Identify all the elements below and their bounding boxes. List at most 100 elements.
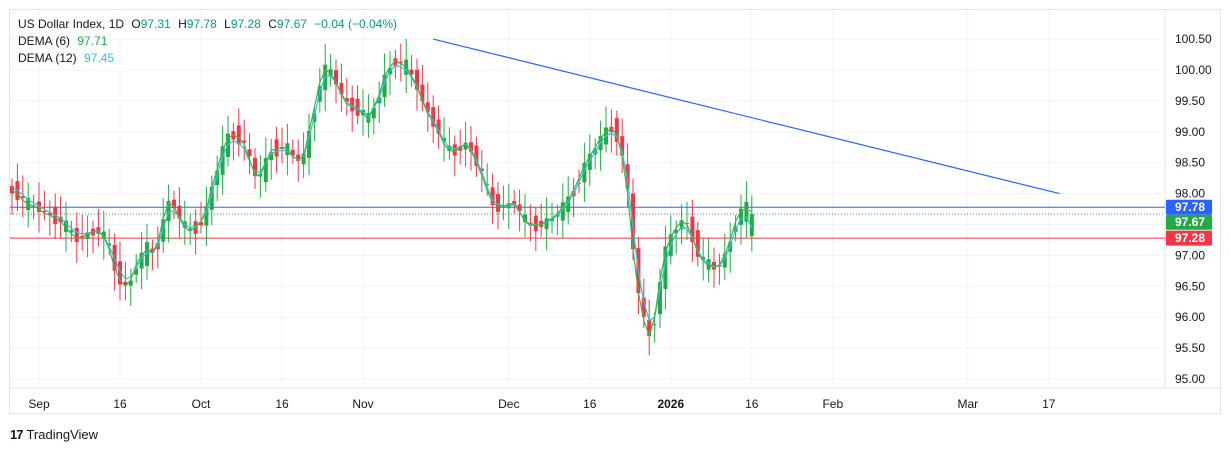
legend-dema12-row[interactable]: DEMA (12) 97.45 [18, 50, 397, 67]
candle-body [37, 201, 41, 212]
y-tick-label: 98.00 [1175, 187, 1205, 201]
tradingview-brand-text: TradingView [26, 427, 99, 442]
candle-body [172, 199, 176, 209]
candle-body [199, 221, 203, 226]
candle-body [209, 186, 214, 210]
candle-body [101, 231, 106, 239]
candle-body [744, 201, 749, 222]
x-tick-label: Dec [498, 397, 519, 411]
candle-body [377, 97, 382, 104]
legend-close-value: 97.67 [276, 17, 307, 31]
price-tag-label: 97.78 [1175, 200, 1205, 214]
candle-body [307, 130, 311, 158]
candle-body [663, 246, 668, 289]
candle-body [85, 232, 90, 239]
candle-body [215, 170, 220, 186]
legend-change: −0.04 (−0.04%) [314, 17, 397, 31]
candle-body [161, 219, 166, 242]
y-tick-label: 95.00 [1175, 372, 1205, 386]
candle-body [339, 82, 344, 95]
x-tick-label: 16 [745, 397, 759, 411]
x-tick-label: 2026 [657, 397, 684, 411]
candle-body [274, 139, 279, 157]
y-tick-label: 97.00 [1175, 248, 1205, 262]
candle-body [685, 222, 689, 224]
candle-body [674, 229, 679, 234]
candle-body [139, 252, 144, 269]
x-tick-label: Feb [822, 397, 843, 411]
candle-body [393, 58, 398, 67]
candle-body [712, 261, 716, 270]
candle-body [118, 261, 122, 285]
legend-symbol[interactable]: US Dollar Index, 1D [18, 17, 125, 31]
x-tick-label: Oct [192, 397, 211, 411]
candle-body [722, 253, 727, 268]
candle-body [479, 168, 484, 172]
candle-body [398, 61, 403, 64]
tradingview-branding[interactable]: 17 TradingView [10, 427, 98, 442]
resistance-trendline [433, 38, 1060, 195]
legend-dema6-value: 97.71 [77, 34, 108, 48]
candle-body [631, 193, 635, 250]
candle-body [739, 208, 743, 225]
candle-body [242, 140, 247, 143]
candle-body [474, 145, 479, 166]
x-tick-label: 16 [113, 397, 127, 411]
candle-body [436, 119, 441, 134]
candle-body [420, 84, 425, 102]
candle-body [749, 213, 754, 237]
candle-body [647, 319, 652, 337]
legend-dema6-row[interactable]: DEMA (6) 97.71 [18, 33, 397, 50]
candle-body [695, 230, 700, 257]
candle-body [128, 280, 133, 286]
candle-body [560, 202, 565, 221]
candle-body [269, 152, 274, 161]
candle-body [431, 107, 436, 127]
candle-body [74, 227, 79, 242]
candle-body [355, 98, 360, 116]
price-tag-badge [1166, 214, 1212, 230]
candle-body [263, 158, 268, 183]
x-tick-label: 16 [583, 397, 597, 411]
legend-low-value: 97.28 [230, 17, 261, 31]
legend-close-label: C [268, 17, 277, 31]
dema6-line [11, 59, 753, 338]
candle-body [447, 145, 452, 152]
candle-body [382, 74, 387, 98]
x-tick-label: 16 [275, 397, 289, 411]
candle-body [64, 220, 68, 232]
candle-body [344, 98, 349, 102]
candle-body [620, 136, 625, 156]
candle-body [625, 164, 630, 189]
candle-body [220, 146, 225, 175]
y-tick-label: 99.00 [1175, 125, 1205, 139]
candle-body [425, 102, 430, 113]
candle-body [10, 186, 14, 194]
candle-body [20, 196, 25, 198]
candle-body [107, 243, 112, 246]
candle-body [641, 297, 646, 317]
candle-body [469, 142, 473, 152]
candle-body [42, 210, 47, 213]
legend-high-value: 97.78 [186, 17, 217, 31]
price-tag-badge [1166, 199, 1212, 215]
x-tick-label: 17 [1042, 397, 1056, 411]
candle-body [350, 97, 355, 112]
candle-body [247, 149, 252, 157]
y-tick-label: 100.50 [1175, 32, 1212, 46]
legend-dema12-value: 97.45 [84, 51, 115, 65]
y-tick-label: 99.50 [1175, 94, 1205, 108]
candle-body [123, 281, 128, 286]
candle-body [485, 184, 490, 186]
candle-body [69, 230, 74, 233]
y-tick-label: 98.50 [1175, 156, 1205, 170]
price-tag-label: 97.28 [1175, 231, 1205, 245]
candle-body [658, 282, 662, 315]
y-tick-label: 100.00 [1175, 63, 1212, 77]
candle-body [701, 256, 706, 260]
legend-ohlc-row: US Dollar Index, 1D O97.31 H97.78 L97.28… [18, 16, 397, 33]
candle-body [290, 149, 295, 156]
candle-body [145, 242, 149, 266]
candle-body [177, 205, 182, 219]
